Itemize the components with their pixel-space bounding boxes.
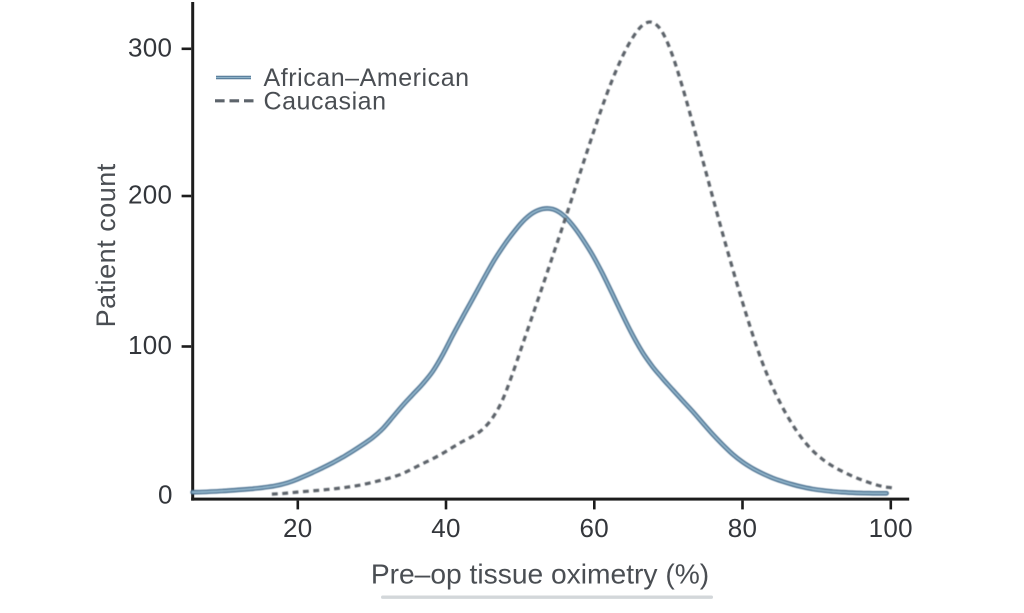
svg-text:200: 200 — [128, 180, 172, 210]
svg-text:80: 80 — [728, 513, 758, 543]
svg-text:20: 20 — [283, 513, 313, 543]
svg-text:300: 300 — [128, 32, 172, 62]
svg-text:Patient count: Patient count — [91, 163, 121, 327]
svg-text:Caucasian: Caucasian — [264, 87, 387, 115]
svg-text:0: 0 — [158, 480, 172, 510]
svg-text:African–American: African–American — [264, 64, 470, 92]
svg-text:60: 60 — [580, 513, 610, 543]
svg-text:Pre–op tissue oximetry (%): Pre–op tissue oximetry (%) — [371, 558, 709, 590]
svg-text:100: 100 — [869, 513, 913, 543]
svg-text:100: 100 — [128, 330, 172, 360]
svg-text:40: 40 — [431, 513, 461, 543]
